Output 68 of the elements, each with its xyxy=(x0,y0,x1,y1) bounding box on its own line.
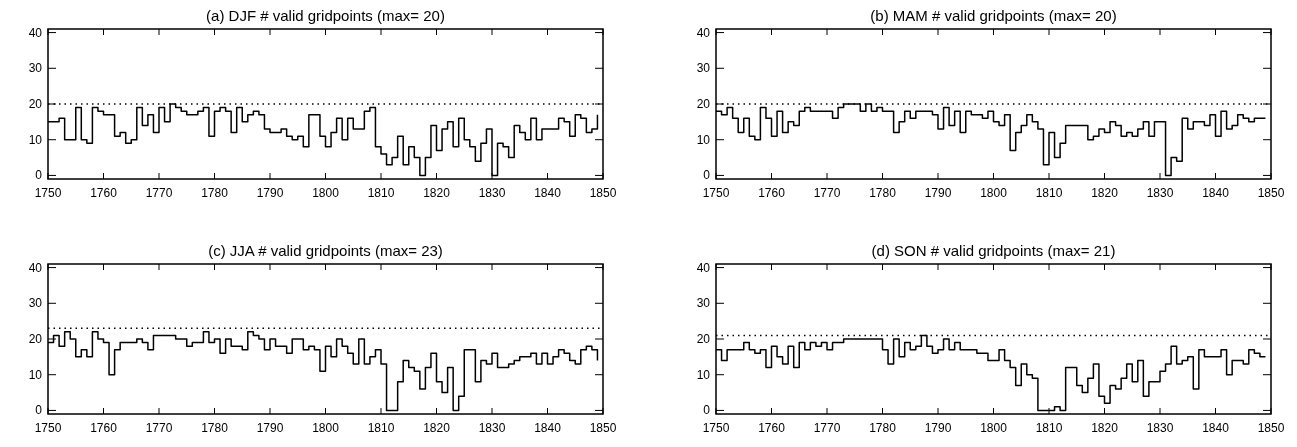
x-tick-label: 1840 xyxy=(1202,421,1230,435)
x-tick-label: 1840 xyxy=(534,421,562,435)
x-tick-label: 1830 xyxy=(478,421,506,435)
x-tick-label: 1810 xyxy=(367,186,395,200)
x-tick-label: 1820 xyxy=(423,421,451,435)
y-tick-label: 40 xyxy=(696,260,711,275)
x-tick-label: 1780 xyxy=(869,186,897,200)
y-tick-label: 40 xyxy=(28,25,43,40)
chart-title: (b) MAM # valid gridpoints (max= 20) xyxy=(870,7,1117,24)
x-tick-label: 1770 xyxy=(145,186,173,200)
x-tick-label: 1800 xyxy=(980,186,1008,200)
x-tick-label: 1850 xyxy=(589,421,617,435)
y-tick-label: 20 xyxy=(696,332,711,346)
x-tick-label: 1850 xyxy=(1257,186,1285,200)
x-tick-label: 1780 xyxy=(201,186,229,200)
x-tick-label: 1790 xyxy=(256,186,284,200)
x-tick-label: 1830 xyxy=(1146,186,1174,200)
x-tick-label: 1840 xyxy=(1202,186,1230,200)
y-tick-label: 30 xyxy=(696,61,711,76)
x-tick-label: 1820 xyxy=(423,186,451,200)
x-tick-label: 1800 xyxy=(312,186,340,200)
x-tick-label: 1830 xyxy=(1146,421,1174,435)
chart-title: (a) DJF # valid gridpoints (max= 20) xyxy=(206,7,445,24)
x-tick-label: 1770 xyxy=(145,421,173,435)
x-tick-label: 1760 xyxy=(90,421,118,435)
x-tick-label: 1760 xyxy=(758,186,786,200)
x-tick-label: 1750 xyxy=(702,186,730,200)
x-tick-label: 1760 xyxy=(90,186,118,200)
x-tick-label: 1850 xyxy=(1257,421,1285,435)
x-tick-label: 1770 xyxy=(813,421,841,435)
x-tick-label: 1780 xyxy=(869,421,897,435)
y-tick-label: 30 xyxy=(28,61,43,76)
y-tick-label: 0 xyxy=(703,403,711,418)
x-tick-label: 1820 xyxy=(1091,421,1119,435)
y-tick-label: 30 xyxy=(28,296,43,311)
y-tick-label: 0 xyxy=(35,403,43,418)
x-tick-label: 1780 xyxy=(201,421,229,435)
x-tick-label: 1810 xyxy=(1035,421,1063,435)
x-tick-label: 1800 xyxy=(312,421,340,435)
y-tick-label: 20 xyxy=(28,97,43,111)
x-tick-label: 1810 xyxy=(367,421,395,435)
y-tick-label: 0 xyxy=(703,168,711,183)
x-tick-label: 1840 xyxy=(534,186,562,200)
x-tick-label: 1790 xyxy=(256,421,284,435)
y-tick-label: 10 xyxy=(28,132,43,147)
y-tick-label: 20 xyxy=(696,97,711,111)
x-tick-label: 1750 xyxy=(34,421,62,435)
x-tick-label: 1810 xyxy=(1035,186,1063,200)
y-tick-label: 30 xyxy=(696,296,711,311)
x-tick-label: 1760 xyxy=(758,421,786,435)
x-tick-label: 1790 xyxy=(924,421,952,435)
y-tick-label: 20 xyxy=(28,332,43,346)
x-tick-label: 1750 xyxy=(702,421,730,435)
y-tick-label: 40 xyxy=(28,260,43,275)
y-tick-label: 10 xyxy=(28,367,43,382)
chart-title: (c) JJA # valid gridpoints (max= 23) xyxy=(208,242,443,259)
x-tick-label: 1770 xyxy=(813,186,841,200)
x-tick-label: 1790 xyxy=(924,186,952,200)
x-tick-label: 1800 xyxy=(980,421,1008,435)
x-tick-label: 1820 xyxy=(1091,186,1119,200)
y-tick-label: 10 xyxy=(696,132,711,147)
x-tick-label: 1850 xyxy=(589,186,617,200)
x-tick-label: 1750 xyxy=(34,186,62,200)
y-tick-label: 0 xyxy=(35,168,43,183)
y-tick-label: 40 xyxy=(696,25,711,40)
x-tick-label: 1830 xyxy=(478,186,506,200)
y-tick-label: 10 xyxy=(696,367,711,382)
chart-title: (d) SON # valid gridpoints (max= 21) xyxy=(871,242,1116,259)
